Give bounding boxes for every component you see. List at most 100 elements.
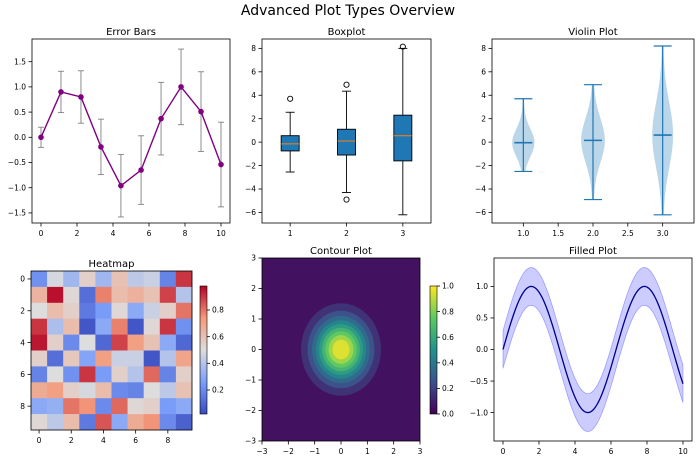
- y-tick-label: −6: [245, 208, 256, 217]
- data-point: [38, 134, 44, 141]
- heatmap-cell: [47, 398, 64, 415]
- heatmap-cell: [95, 302, 112, 319]
- heatmap-cell: [111, 318, 128, 335]
- y-tick-label: −6: [475, 208, 486, 217]
- series-line: [502, 285, 684, 414]
- x-tick-label: 3: [418, 447, 423, 456]
- heatmap-cell: [95, 398, 112, 415]
- heatmap-cell: [143, 286, 161, 304]
- colorbar-tick-label: 0.4: [442, 359, 454, 368]
- x-tick-label: 2.5: [622, 229, 634, 238]
- y-tick-label: 3: [251, 254, 256, 263]
- heatmap-cell: [111, 350, 128, 367]
- y-tick-label: 0.5: [14, 108, 26, 117]
- axes-title: Contour Plot: [310, 246, 372, 257]
- heatmap-cell: [111, 366, 128, 383]
- heatmap-cell: [143, 414, 161, 431]
- heatmap-cell: [95, 366, 112, 383]
- heatmap-cell: [31, 334, 48, 351]
- colorbar-tick-label: 0.4: [212, 359, 224, 368]
- x-tick-label: 4: [101, 436, 106, 445]
- x-tick-label: 1.0: [517, 229, 529, 238]
- heatmap-cell: [175, 318, 193, 335]
- heatmap-cell: [159, 318, 177, 335]
- heatmap-cell: [79, 398, 96, 415]
- x-tick-label: 2: [69, 436, 74, 445]
- flier: [399, 43, 406, 50]
- heatmap-cell: [47, 286, 64, 304]
- x-tick-label: 4: [111, 229, 116, 238]
- y-tick-label: 1.0: [14, 83, 26, 92]
- heatmap-cell: [47, 318, 64, 335]
- y-tick-label: 4: [251, 91, 256, 100]
- y-tick-label: 1.5: [14, 57, 26, 66]
- data-point: [98, 144, 104, 150]
- heatmap-cell: [63, 302, 80, 319]
- x-tick-label: 0: [339, 447, 344, 456]
- contour-band: [332, 339, 350, 360]
- heatmap-cell: [95, 286, 112, 304]
- heatmap-cell: [159, 334, 177, 351]
- heatmap-cell: [31, 271, 48, 288]
- flier: [343, 196, 350, 203]
- heatmap-cell: [47, 414, 64, 431]
- heatmap-cell: [175, 382, 193, 399]
- heatmap-cell: [143, 302, 161, 319]
- x-tick-label: 8: [645, 447, 650, 456]
- y-tick-label: 6: [20, 370, 25, 379]
- y-tick-label: 8: [481, 44, 486, 53]
- heatmap-cell: [127, 302, 144, 319]
- axes-title: Boxplot: [328, 27, 366, 38]
- violin-chart: Violin Plot 1.0 1.5 2.0 2.5 3.0 −6 −4 −2 0 2 4 6 8: [475, 27, 695, 238]
- data-point: [58, 89, 64, 95]
- y-tick-label: 4: [481, 91, 486, 100]
- heatmap-cell: [111, 286, 128, 304]
- contour-chart: Contour Plot −3 −2 −1 0 1 2 3 −3 −2 −1 0 1 2 3 0.0 0.2 0.…: [245, 246, 454, 456]
- heatmap-cell: [143, 398, 161, 415]
- heatmap-cell: [31, 318, 48, 335]
- box: [393, 114, 413, 162]
- y-tick-label: 4: [20, 338, 25, 347]
- x-tick-label: 1: [288, 229, 293, 238]
- y-tick-label: 6: [481, 68, 486, 77]
- y-tick-label: 0: [251, 138, 256, 147]
- x-tick-label: −1: [309, 447, 320, 456]
- heatmap-cell: [127, 318, 144, 335]
- x-tick-label: 6: [609, 447, 614, 456]
- heatmap-cell: [127, 414, 144, 431]
- y-tick-label: −1.0: [8, 183, 26, 192]
- heatmap-cell: [143, 382, 161, 399]
- y-tick-label: −0.5: [470, 377, 488, 386]
- figure-title: Advanced Plot Types Overview: [240, 3, 456, 19]
- heatmap-cell: [127, 271, 144, 288]
- heatmap-cell: [31, 286, 48, 304]
- heatmap-cell: [79, 318, 96, 335]
- data-point: [78, 94, 84, 100]
- heatmap-cell: [95, 414, 112, 431]
- heatmap-cell: [111, 382, 128, 399]
- y-tick-label: 1: [251, 315, 256, 324]
- heatmap-cell: [175, 286, 193, 304]
- heatmap-cell: [79, 302, 96, 319]
- x-tick-label: 3.0: [657, 229, 669, 238]
- flier: [343, 81, 350, 88]
- heatmap-cell: [63, 398, 80, 415]
- heatmap-cell: [127, 334, 144, 351]
- heatmap-cell: [47, 382, 64, 399]
- y-tick-label: −4: [245, 185, 256, 194]
- y-tick-label: 0.5: [476, 314, 488, 323]
- heatmap-cell: [159, 414, 177, 431]
- errorbar-chart: Error Bars 0 2 4 6 8 10 −1.5 −1.0 −0.5 0.0 0.5 1.0 1.…: [8, 27, 231, 238]
- heatmap-cell: [143, 350, 161, 367]
- y-tick-label: 6: [251, 68, 256, 77]
- heatmap-cell: [159, 398, 177, 415]
- heatmap-cell: [175, 366, 193, 383]
- heatmap-cell: [31, 302, 48, 319]
- x-tick-label: −3: [256, 447, 267, 456]
- x-tick-label: 8: [183, 229, 188, 238]
- axes-frame: [31, 38, 231, 224]
- heatmap-cell: [63, 382, 80, 399]
- x-tick-label: 0: [37, 436, 42, 445]
- heatmap-cell: [175, 398, 193, 415]
